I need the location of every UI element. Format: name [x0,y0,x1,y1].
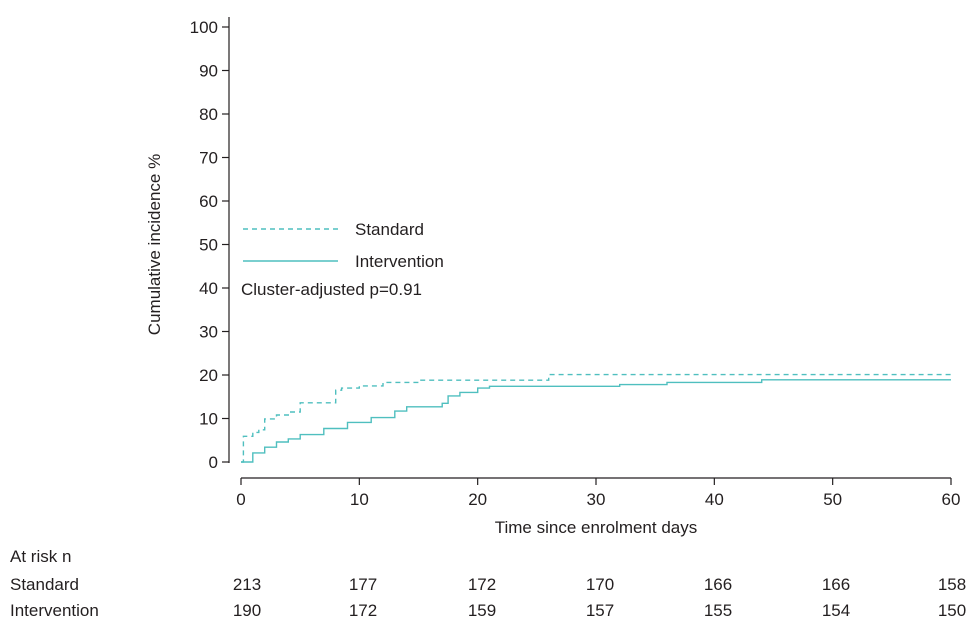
at-risk-title: At risk n [10,547,71,566]
at-risk-value-standard: 166 [704,575,732,594]
x-tick-label: 20 [468,490,487,509]
series-line-intervention [241,379,951,463]
at-risk-value-intervention: 159 [468,601,496,620]
at-risk-row-label-intervention: Intervention [10,601,99,620]
series-lines [241,373,951,463]
legend: Standard Intervention [243,220,444,271]
x-tick-label: 40 [705,490,724,509]
y-axis-ticks: 0 10 20 30 40 50 60 70 80 90 100 [190,18,229,472]
x-tick-label: 60 [942,490,961,509]
y-tick-label: 10 [199,410,218,429]
legend-label-standard: Standard [355,220,424,239]
y-tick-label: 100 [190,18,218,37]
y-tick-label: 0 [209,453,218,472]
x-tick-label: 10 [350,490,369,509]
at-risk-table: At risk n Standard Intervention 213 177 17… [10,547,966,620]
at-risk-value-intervention: 172 [349,601,377,620]
at-risk-value-intervention: 157 [586,601,614,620]
at-risk-row-label-standard: Standard [10,575,79,594]
at-risk-value-standard: 172 [468,575,496,594]
y-tick-label: 20 [199,366,218,385]
at-risk-values: 213 177 172 170 166 166 158 190 172 159 157 155 154 1… [233,575,966,620]
at-risk-value-intervention: 190 [233,601,261,620]
at-risk-value-standard: 158 [938,575,966,594]
legend-label-intervention: Intervention [355,252,444,271]
y-axis-title: Cumulative incidence % [145,154,164,335]
at-risk-value-standard: 213 [233,575,261,594]
x-axis-title: Time since enrolment days [495,518,698,537]
y-tick-label: 70 [199,149,218,168]
p-value-annotation: Cluster-adjusted p=0.91 [241,280,422,299]
at-risk-value-intervention: 150 [938,601,966,620]
y-tick-label: 50 [199,236,218,255]
at-risk-value-intervention: 154 [822,601,850,620]
at-risk-value-standard: 170 [586,575,614,594]
x-tick-label: 30 [587,490,606,509]
at-risk-value-standard: 177 [349,575,377,594]
x-tick-label: 0 [236,490,245,509]
y-tick-label: 90 [199,62,218,81]
plot-area: 0 10 20 30 40 50 60 70 80 90 100 0 10 20 30 40 50 60 [190,17,960,509]
series-line-standard [241,373,951,463]
at-risk-value-intervention: 155 [704,601,732,620]
y-tick-label: 30 [199,323,218,342]
x-tick-label: 50 [823,490,842,509]
y-tick-label: 60 [199,192,218,211]
at-risk-value-standard: 166 [822,575,850,594]
y-tick-label: 80 [199,105,218,124]
y-tick-label: 40 [199,279,218,298]
x-axis-ticks: 0 10 20 30 40 50 60 [236,478,960,509]
